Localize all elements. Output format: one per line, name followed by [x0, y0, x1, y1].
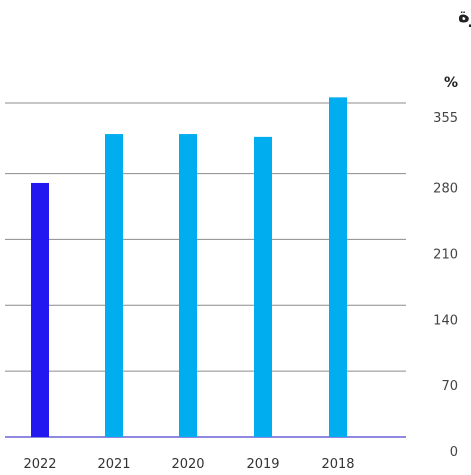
y-axis-ticks: 0 70 140 210 280 355 — [433, 111, 458, 460]
bars — [31, 97, 347, 438]
x-label-2019: 2019 — [246, 457, 279, 472]
x-label-2018: 2018 — [321, 457, 354, 472]
y-tick-label: 140 — [433, 313, 458, 328]
bar-2022 — [31, 182, 49, 437]
bar-2020 — [179, 134, 197, 437]
bar-2021 — [105, 134, 123, 437]
x-label-2022: 2022 — [23, 457, 56, 472]
y-tick-label: 280 — [433, 182, 458, 197]
bar-2018 — [329, 97, 347, 438]
x-axis-labels: 2022 2021 2020 2019 2018 — [23, 457, 354, 472]
unit-label: % — [444, 75, 458, 91]
y-tick-label: 70 — [441, 379, 458, 394]
bar-2019 — [254, 136, 272, 437]
x-label-2020: 2020 — [171, 457, 204, 472]
x-label-2021: 2021 — [97, 457, 130, 472]
y-tick-label: 0 — [450, 445, 458, 460]
y-tick-label: 355 — [433, 111, 458, 126]
chart-title: تغطية الديون المتعثرة — [458, 3, 471, 27]
y-tick-label: 210 — [433, 247, 458, 262]
